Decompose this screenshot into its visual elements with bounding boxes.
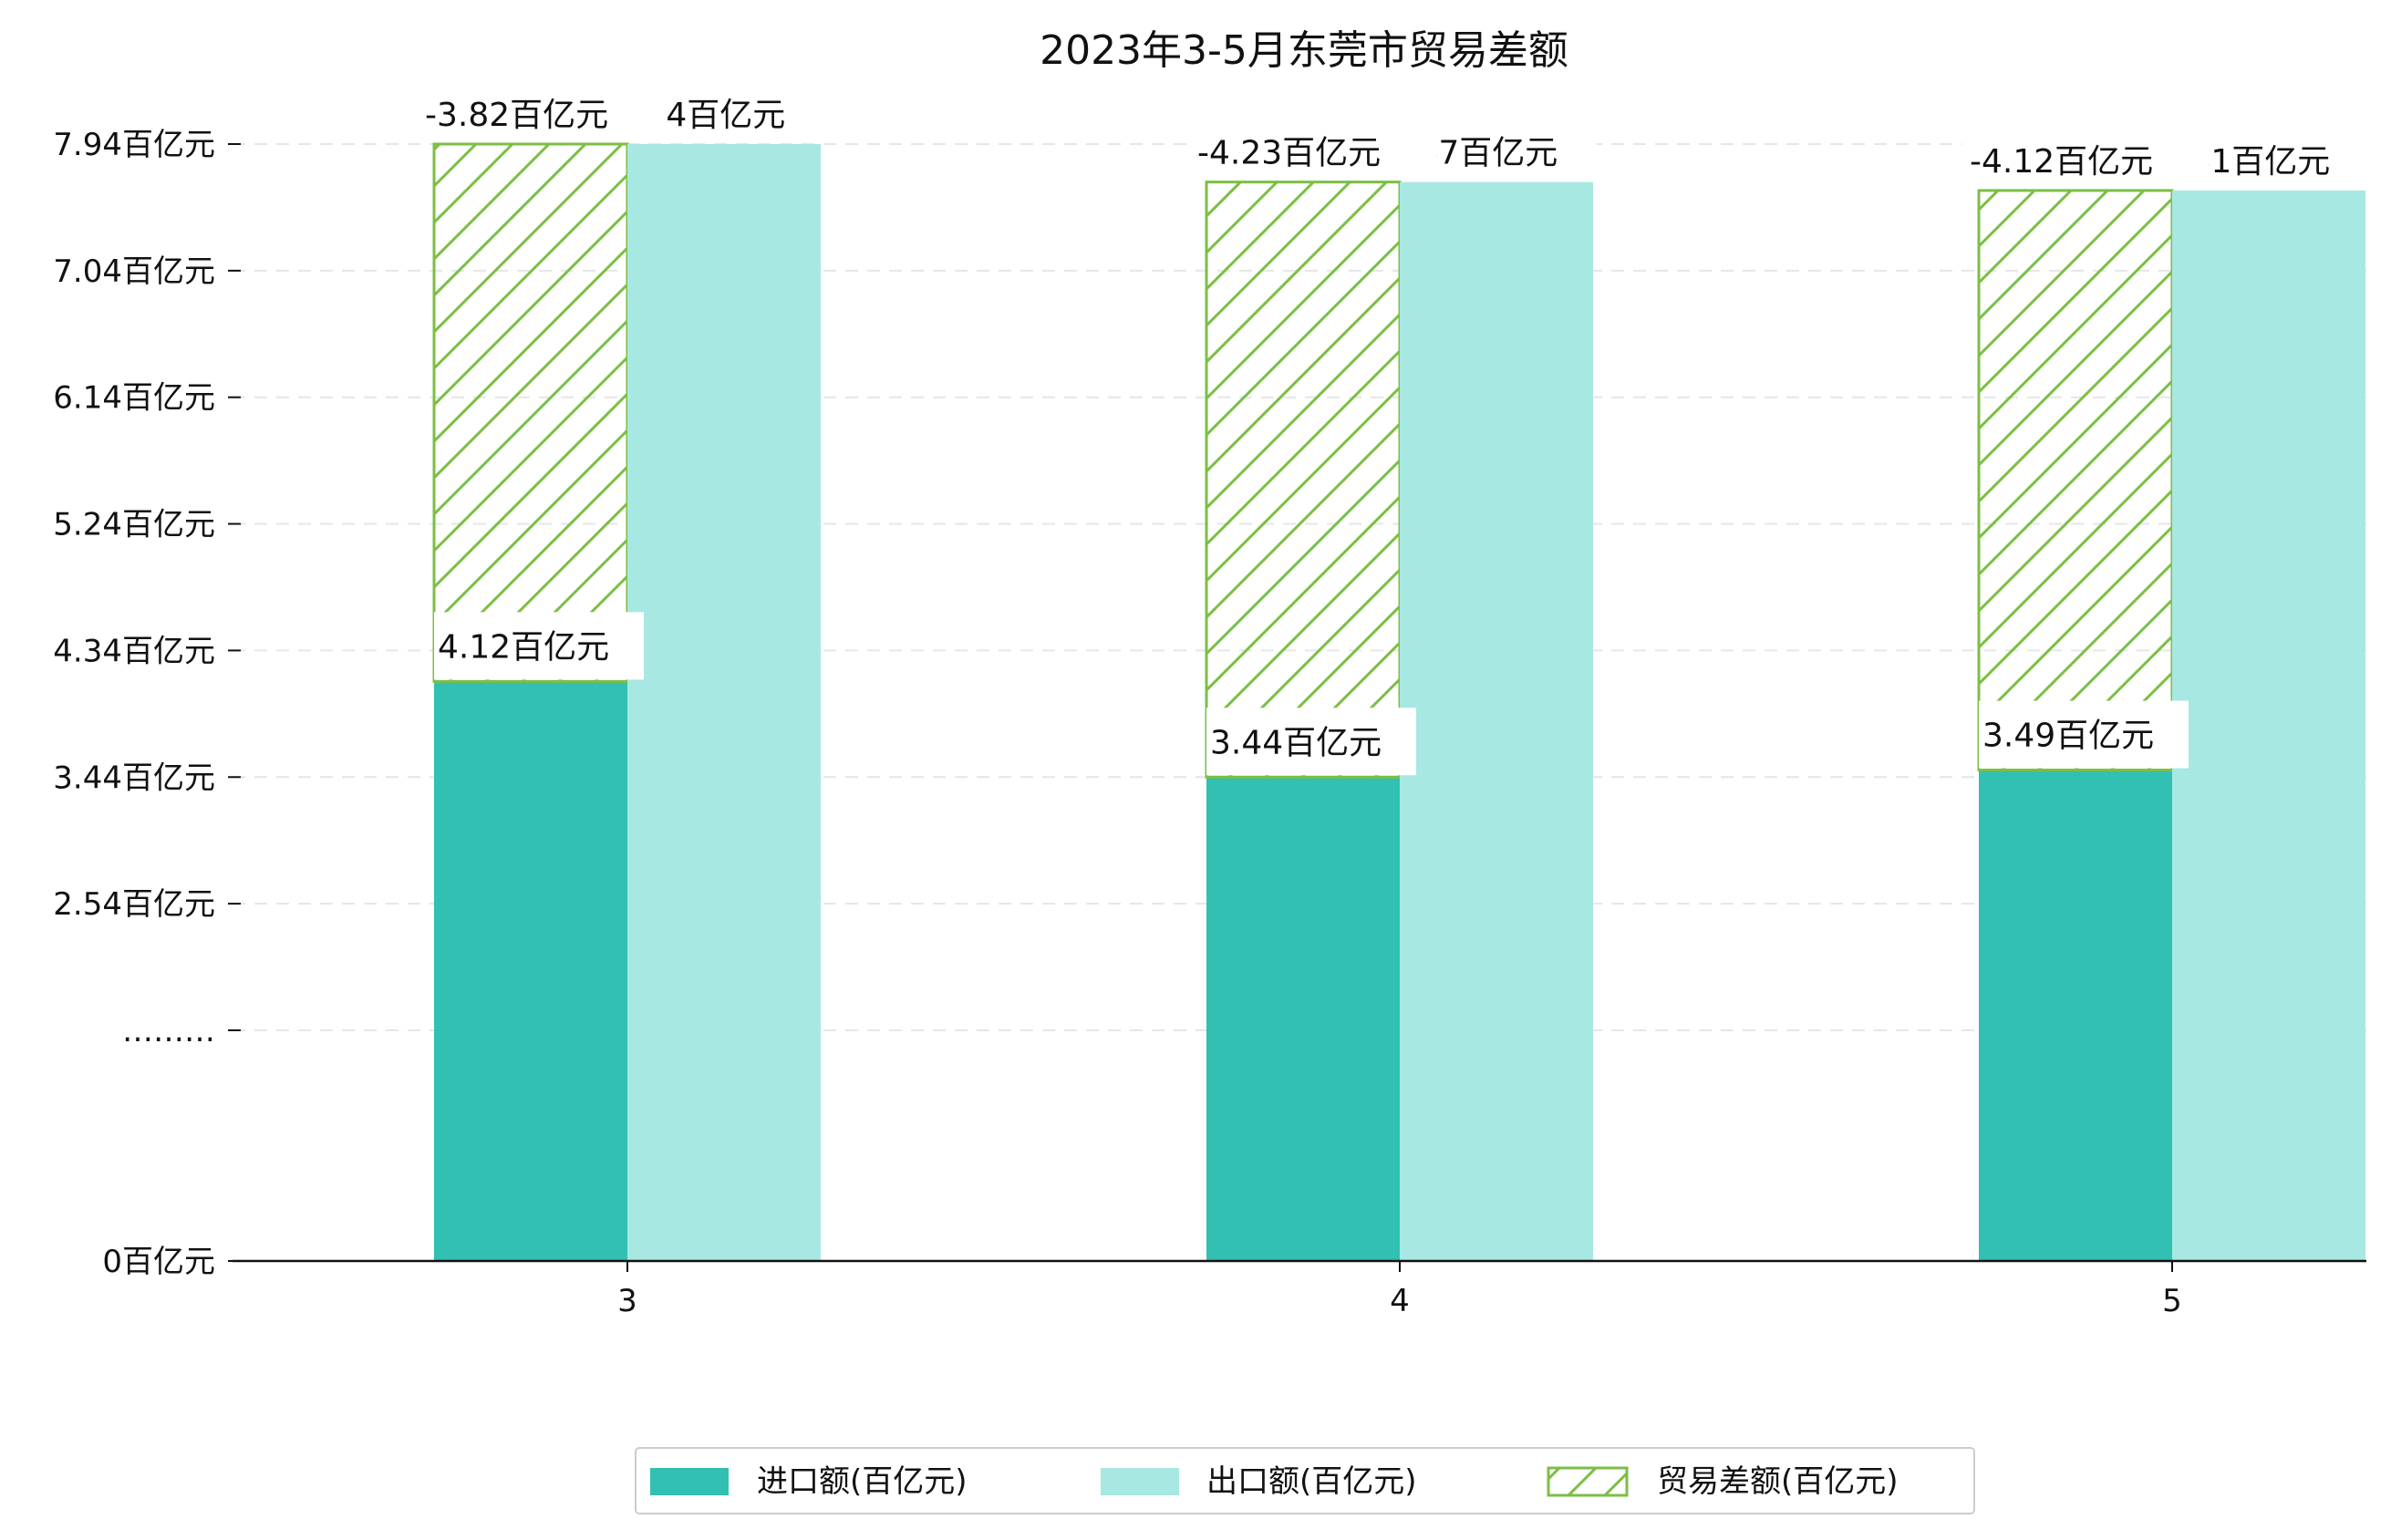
trade-balance-bar (1977, 189, 2174, 772)
chart-title: 2023年3-5月东莞市贸易差额 (1040, 27, 1568, 74)
y-tick-label: 4.34百亿元 (53, 633, 215, 669)
trade-balance-label: -4.12百亿元 (1970, 143, 2153, 181)
legend-swatch (1101, 1468, 1179, 1495)
y-tick-label: 5.24百亿元 (53, 507, 215, 543)
legend-swatch (650, 1468, 729, 1495)
trade-balance-label: -3.82百亿元 (425, 97, 608, 134)
y-tick-label: 2.54百亿元 (53, 886, 215, 923)
x-tick-label: 5 (2162, 1283, 2182, 1319)
import-bar (1206, 777, 1400, 1261)
x-tick-label: 4 (1390, 1283, 1410, 1319)
legend-swatch (1547, 1466, 1629, 1497)
axes: 0百亿元 ……… 2.54百亿元 3.44百亿元 4.34百亿元 5.24百亿元 6.14百… (53, 127, 2366, 1319)
trade-balance-label-bg (1190, 125, 1436, 179)
legend: 进口额(百亿元) 出口额(百亿元) 贸易差额(百亿元) (635, 1447, 1975, 1514)
trade-balance-bar (1205, 181, 1402, 779)
import-label-bg (1979, 700, 2189, 769)
import-bar (434, 681, 627, 1261)
export-bar (1400, 181, 1593, 1262)
import-bar (1979, 770, 2172, 1261)
trade-balance-label-bg (1962, 133, 2209, 187)
export-bar (2172, 190, 2365, 1262)
data-labels: .94百亿元-3.82百亿元4.12百亿元.67百亿元-4.23百亿元3.44百… (418, 88, 2369, 776)
legend-label: 进口额(百亿元) (757, 1463, 968, 1500)
import-label-bg (434, 612, 644, 680)
trade-balance-label-bg (418, 88, 664, 140)
y-tick-label: 6.14百亿元 (53, 380, 215, 417)
y-tick-label: 3.44百亿元 (53, 760, 215, 796)
trade-balance-label: -4.23百亿元 (1197, 135, 1381, 172)
trade-balance-bar (432, 142, 629, 683)
y-tick-label: ……… (122, 1013, 215, 1049)
import-label: 3.49百亿元 (1982, 718, 2154, 755)
import-label: 4.12百亿元 (438, 628, 609, 666)
y-tick-label: 7.04百亿元 (53, 253, 215, 290)
export-bar (627, 144, 821, 1261)
import-label: 3.44百亿元 (1210, 724, 1382, 761)
x-tick-label: 3 (617, 1283, 637, 1319)
y-tick-label: 7.94百亿元 (53, 127, 215, 163)
bars (432, 142, 2365, 1262)
legend-box (635, 1447, 1975, 1514)
legend-label: 贸易差额(百亿元) (1657, 1463, 1899, 1500)
import-label-bg (1206, 708, 1416, 776)
legend-label: 出口额(百亿元) (1206, 1463, 1417, 1500)
y-tick-label: 0百亿元 (102, 1244, 215, 1280)
